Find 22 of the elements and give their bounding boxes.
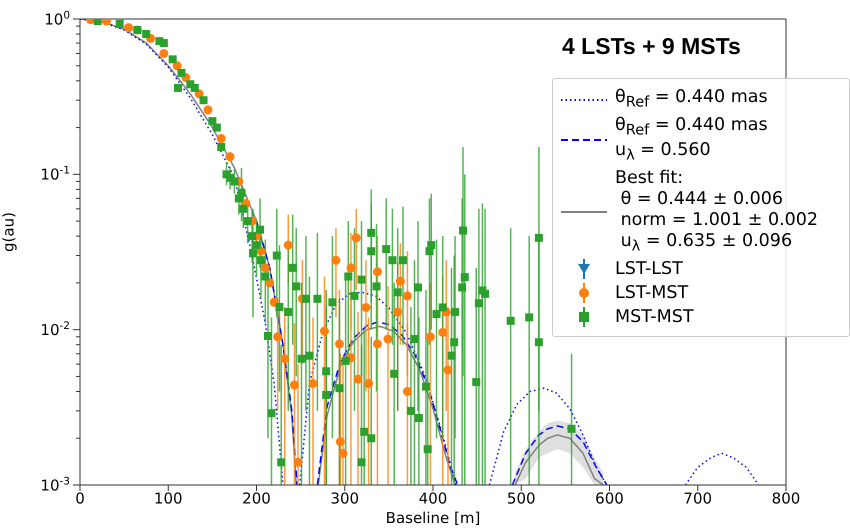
legend-label: Best fit: θ = 0.444 ± 0.006 norm = 1.001 ± 0.002 u$_{λ}$ = 0.635 ± 0.096: [615, 168, 818, 256]
x-tick-label: 200: [242, 490, 271, 508]
y-tick-label: 10$^{-1}$: [40, 164, 70, 184]
legend-label: MST-MST: [615, 306, 694, 328]
text: θ$_{Ref}$ = 0.440 mas u$_{λ}$ = 0.560: [615, 114, 768, 164]
x-tick-label: 600: [595, 490, 624, 508]
y-tick-label: 10$^{-2}$: [40, 320, 70, 339]
x-tick-label: 500: [506, 490, 536, 508]
x-tick-label: 700: [683, 490, 712, 508]
x-tick-label: 400: [418, 490, 448, 508]
annotation: 4 LSTs + 9 MSTs: [562, 33, 741, 60]
y-tick-label: 10$^{0}$: [44, 9, 70, 28]
x-tick-label: 0: [75, 490, 85, 508]
legend-label: θ$_{Ref}$ = 0.440 mas: [615, 87, 768, 112]
x-axis-title: Baseline [m]: [386, 509, 480, 527]
y-axis-title: g(au): [0, 212, 18, 252]
legend-label: LST-LST: [615, 258, 683, 280]
x-tick-label: 100: [154, 490, 183, 508]
legend-label: LST-MST: [615, 282, 688, 304]
y-tick-label: 10$^{-3}$: [40, 475, 70, 494]
x-tick-label: 300: [330, 490, 360, 508]
x-tick-label: 800: [772, 490, 800, 508]
